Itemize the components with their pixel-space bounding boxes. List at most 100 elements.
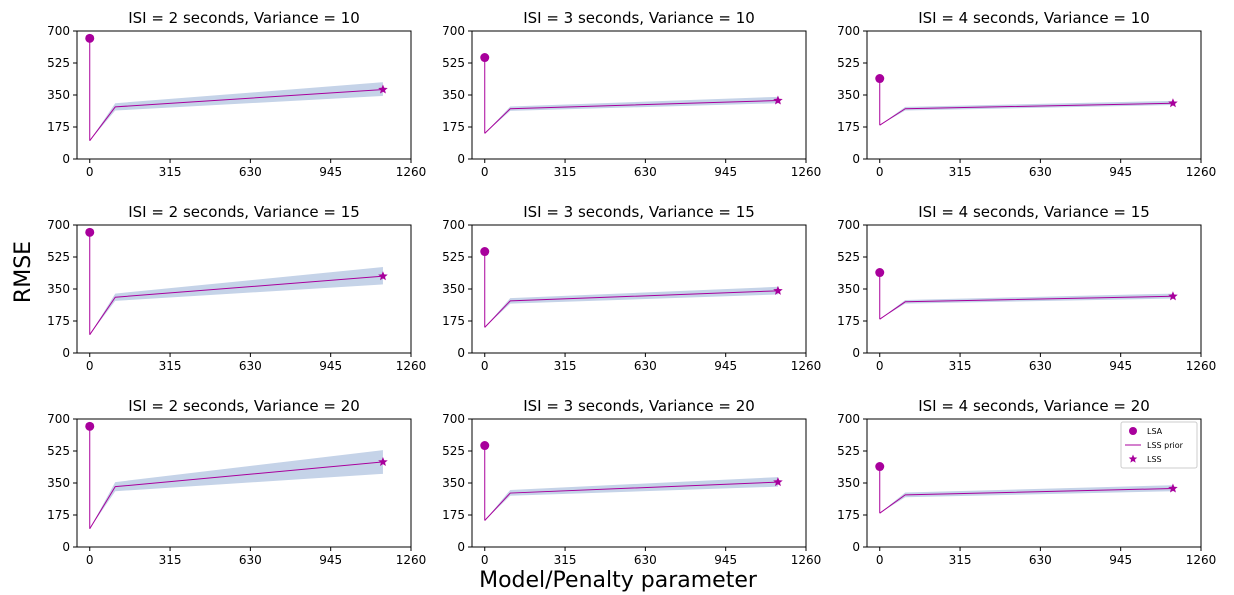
lss-point <box>1168 483 1178 493</box>
lss-prior-line <box>89 461 383 529</box>
y-tick-label: 175 <box>837 120 860 134</box>
x-tick-label: 945 <box>714 553 737 567</box>
y-tick-label: 350 <box>47 282 70 296</box>
subplot-1: ISI = 2 seconds, Variance = 10 0 315 630 945… <box>47 9 426 179</box>
y-tick-label: 525 <box>442 444 465 458</box>
x-tick-label: 945 <box>319 165 342 179</box>
subplot-7: ISI = 2 seconds, Variance = 20 0 315 630 945… <box>47 397 426 567</box>
x-tick-label: 630 <box>1029 165 1052 179</box>
y-tick-label: 700 <box>442 412 465 426</box>
axes-frame <box>866 30 1202 160</box>
x-tick-label: 1260 <box>791 359 822 373</box>
x-tick-label: 0 <box>481 553 489 567</box>
x-tick-label: 1260 <box>1186 359 1217 373</box>
legend-label: LSS prior <box>1147 441 1184 450</box>
subplot-title: ISI = 4 seconds, Variance = 10 <box>918 9 1150 27</box>
lss-prior-line <box>89 275 383 335</box>
x-tick-label: 1260 <box>1186 553 1217 567</box>
lsa-point <box>85 227 95 237</box>
y-tick-label: 700 <box>47 218 70 232</box>
y-tick-label: 175 <box>442 508 465 522</box>
lss-point <box>773 477 783 487</box>
lss-point <box>1168 98 1178 108</box>
y-tick-label: 0 <box>457 540 465 554</box>
y-tick-label: 175 <box>47 120 70 134</box>
confidence-band <box>879 293 1173 320</box>
lsa-point <box>480 247 490 257</box>
y-tick-label: 0 <box>62 152 70 166</box>
legend-label: LSA <box>1147 427 1163 436</box>
x-tick-label: 315 <box>554 359 577 373</box>
subplot-title: ISI = 4 seconds, Variance = 15 <box>918 203 1150 221</box>
x-tick-label: 1260 <box>396 553 427 567</box>
lsa-point <box>480 441 490 451</box>
y-tick-label: 0 <box>62 540 70 554</box>
confidence-band <box>89 450 383 529</box>
subplot-title: ISI = 3 seconds, Variance = 20 <box>523 397 755 415</box>
lsa-point <box>85 33 95 43</box>
subplot-8: ISI = 3 seconds, Variance = 20 0 315 630 945… <box>442 397 821 567</box>
y-tick-label: 525 <box>442 250 465 264</box>
axes-frame <box>471 30 807 160</box>
legend: LSA LSS prior LSS <box>1120 421 1198 469</box>
x-tick-label: 945 <box>319 553 342 567</box>
lss-prior-line <box>89 89 383 142</box>
confidence-band <box>484 477 778 521</box>
subplot-5: ISI = 3 seconds, Variance = 15 0 315 630 945… <box>442 203 821 373</box>
x-tick-label: 0 <box>86 553 94 567</box>
subplot-title: ISI = 2 seconds, Variance = 20 <box>128 397 360 415</box>
y-tick-label: 0 <box>852 540 860 554</box>
x-tick-label: 630 <box>239 553 262 567</box>
x-tick-label: 630 <box>1029 359 1052 373</box>
y-tick-label: 525 <box>837 444 860 458</box>
y-tick-label: 525 <box>442 56 465 70</box>
y-tick-label: 700 <box>442 24 465 38</box>
y-tick-label: 0 <box>457 152 465 166</box>
x-tick-label: 630 <box>634 359 657 373</box>
x-tick-label: 315 <box>159 165 182 179</box>
subplot-2: ISI = 3 seconds, Variance = 10 0 315 630 945… <box>442 9 821 179</box>
y-tick-label: 700 <box>442 218 465 232</box>
x-tick-label: 1260 <box>396 165 427 179</box>
x-tick-label: 0 <box>876 553 884 567</box>
y-tick-label: 350 <box>442 88 465 102</box>
subplot-title: ISI = 3 seconds, Variance = 15 <box>523 203 755 221</box>
confidence-band <box>484 96 778 134</box>
y-tick-label: 350 <box>837 282 860 296</box>
x-tick-label: 315 <box>949 553 972 567</box>
y-tick-label: 0 <box>62 346 70 360</box>
confidence-band <box>879 485 1173 514</box>
y-tick-label: 175 <box>47 508 70 522</box>
y-tick-label: 350 <box>442 476 465 490</box>
y-tick-label: 175 <box>837 314 860 328</box>
y-tick-label: 700 <box>837 218 860 232</box>
confidence-band <box>484 286 778 328</box>
legend-marker-lsa <box>1129 427 1137 435</box>
lss-point <box>1168 291 1178 301</box>
lss-prior-line <box>484 481 778 521</box>
y-tick-label: 175 <box>837 508 860 522</box>
x-tick-label: 315 <box>949 359 972 373</box>
y-tick-label: 525 <box>47 444 70 458</box>
lss-point <box>378 456 388 467</box>
y-tick-label: 0 <box>457 346 465 360</box>
lss-point <box>773 95 783 105</box>
lss-prior-line <box>484 290 778 328</box>
y-tick-label: 350 <box>837 88 860 102</box>
panels: ISI = 2 seconds, Variance = 10 0 315 630 945… <box>47 9 1216 567</box>
lss-point <box>378 84 388 94</box>
legend-marker-lss <box>1128 454 1138 463</box>
confidence-band <box>879 100 1173 126</box>
x-tick-label: 630 <box>1029 553 1052 567</box>
lsa-point <box>875 268 885 278</box>
x-tick-label: 945 <box>319 359 342 373</box>
x-tick-label: 1260 <box>1186 165 1217 179</box>
x-tick-label: 0 <box>481 165 489 179</box>
y-tick-label: 700 <box>837 412 860 426</box>
y-tick-label: 350 <box>47 88 70 102</box>
y-axis-label: RMSE <box>11 241 36 303</box>
confidence-band <box>89 267 383 335</box>
subplot-title: ISI = 2 seconds, Variance = 10 <box>128 9 360 27</box>
lsa-point <box>480 53 490 63</box>
confidence-band <box>89 82 383 141</box>
